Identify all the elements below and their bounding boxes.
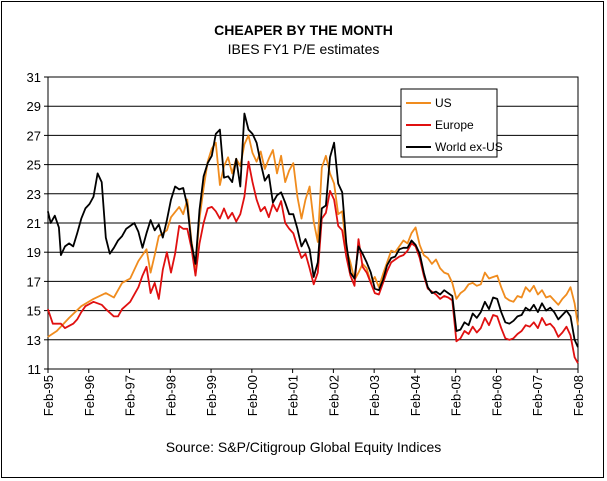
x-tick-label: Feb-03: [367, 375, 382, 416]
y-tick-label: 15: [27, 304, 41, 319]
series-line-europe: [47, 160, 579, 364]
x-tick-label: Feb-97: [123, 375, 138, 416]
series-lines: [47, 112, 579, 364]
x-tick-label: Feb-07: [530, 375, 545, 416]
chart-title: CHEAPER BY THE MONTH: [214, 22, 393, 38]
legend-label: US: [435, 96, 452, 110]
y-tick-label: 25: [27, 158, 41, 173]
x-tick-label: Feb-98: [163, 375, 178, 416]
y-tick-label: 29: [27, 99, 41, 114]
x-tick-label: Feb-06: [489, 375, 504, 416]
x-tick-label: Feb-95: [41, 375, 56, 416]
x-tick-label: Feb-00: [245, 375, 260, 416]
x-tick-label: Feb-02: [326, 375, 341, 416]
x-tick-label: Feb-04: [408, 375, 423, 416]
series-line-us: [47, 134, 579, 338]
x-tick-label: Feb-99: [204, 375, 219, 416]
x-axis-ticks: Feb-95 Feb-96 Feb-97 Feb-98 Feb-99 Feb-00 Feb-…: [41, 369, 586, 416]
legend-box: [400, 88, 498, 158]
legend-label: World ex-US: [435, 140, 503, 154]
y-tick-label: 27: [27, 128, 41, 143]
y-tick-label: 17: [27, 274, 41, 289]
y-tick-label: 13: [27, 333, 41, 348]
y-tick-label: 21: [27, 216, 41, 231]
y-tick-label: 19: [27, 245, 41, 260]
legend-label: Europe: [435, 118, 474, 132]
chart-source: Source: S&P/Citigroup Global Equity Indi…: [165, 439, 442, 455]
gridlines: [47, 76, 579, 370]
y-axis-ticks: 11 13 15 17 19 21 23 25 27 29 31: [27, 70, 48, 377]
x-tick-label: Feb-05: [449, 375, 464, 416]
legend: US Europe World ex-US: [400, 88, 503, 158]
chart-subtitle: IBES FY1 P/E estimates: [227, 41, 380, 57]
y-tick-label: 23: [27, 187, 41, 202]
x-tick-label: Feb-01: [286, 375, 301, 416]
y-tick-label: 11: [28, 362, 42, 377]
series-line-world-ex-us: [47, 112, 579, 348]
x-tick-label: Feb-96: [82, 375, 97, 416]
y-tick-label: 31: [27, 70, 41, 85]
x-tick-label: Feb-08: [571, 375, 586, 416]
